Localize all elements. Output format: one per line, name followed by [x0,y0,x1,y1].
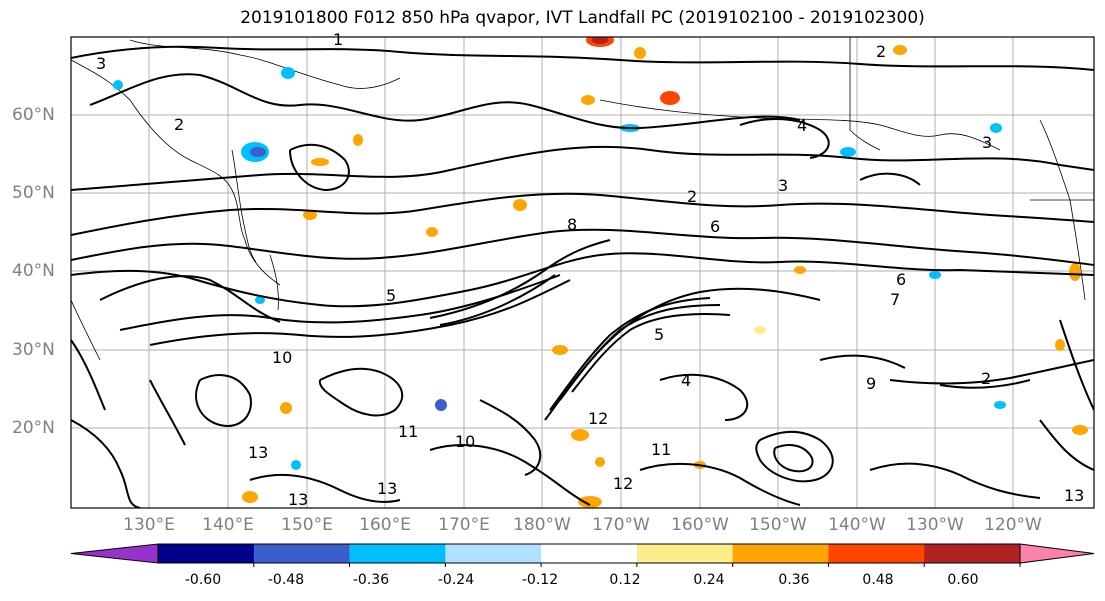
lon-label-160w: 160°W [671,515,729,535]
contour-label: 1 [333,30,343,49]
colorbar-extend-high [1019,543,1095,564]
map-content [71,37,1094,508]
lon-label-140w: 140°W [828,515,886,535]
contour-label: 3 [982,133,992,152]
colorbar-tick-label: 0.48 [862,572,894,588]
anomaly-shading [113,37,1088,508]
lat-label-20n: 20°N [12,418,55,438]
colorbar-tick-label: -0.12 [521,572,559,588]
lon-label-180w: 180°W [513,515,571,535]
colorbar-segment [349,544,446,563]
contour-label: 10 [455,432,475,451]
colorbar-tick-label: 0.36 [778,572,810,588]
gridlines [71,37,1094,508]
contour-label: 9 [866,374,876,393]
colorbar-segment [924,544,1021,563]
contour-label-group: 1 3 2 4 3 2 2 3 6 8 5 10 12 11 10 13 13 … [96,30,1084,509]
contour-label: 8 [567,215,577,234]
contour-lines [71,45,1094,508]
lat-label-50n: 50°N [12,183,55,203]
contour-label: 13 [377,479,397,498]
lon-label-170w: 170°W [592,515,650,535]
contour-label: 10 [272,348,292,367]
lon-label-130e: 130°E [123,515,175,535]
lon-label-150w: 150°W [749,515,807,535]
contour-label: 4 [681,371,691,390]
lat-label-60n: 60°N [12,105,55,125]
plot-frame [70,36,1095,509]
contour-label: 12 [613,474,633,493]
colorbar-segment [445,544,542,563]
colorbar-segment [541,544,638,563]
colorbar-tick-label: -0.36 [352,572,390,588]
colorbar-segment [158,544,255,563]
colorbar-ticks [253,563,1021,567]
lon-label-170e: 170°E [438,515,490,535]
contour-label: 7 [890,290,900,309]
colorbar-segments [70,543,1095,564]
colorbar-tick-label: -0.24 [437,572,475,588]
lat-label-40n: 40°N [12,261,55,281]
colorbar-tick-label: 0.60 [947,572,979,588]
map-title: 2019101800 F012 850 hPa qvapor, IVT Land… [240,8,925,28]
colorbar-extend-low [70,543,159,564]
colorbar-segment [636,544,734,563]
contour-label: 6 [896,270,906,289]
contour-label: 13 [1064,486,1084,505]
contour-label: 2 [687,187,697,206]
lon-label-130w: 130°W [906,515,964,535]
contour-label: 4 [797,116,807,135]
contour-label: 13 [288,490,308,509]
contour-label: 3 [778,176,788,195]
contour-label: 11 [651,440,671,459]
colorbar-segment [732,544,829,563]
contour-label: 2 [876,42,886,61]
colorbar-tick-label: -0.48 [267,572,305,588]
contour-label: 5 [654,325,664,344]
lon-label-120w: 120°W [984,515,1042,535]
contour-label: 2 [174,115,184,134]
colorbar-segment [253,544,351,563]
colorbar-tick-label: -0.60 [184,572,222,588]
lon-label-140e: 140°E [202,515,254,535]
lon-label-160e: 160°E [359,515,411,535]
contour-label: 13 [248,443,268,462]
contour-label: 3 [96,54,106,73]
colorbar-tick-label: 0.12 [609,572,641,588]
contour-label: 12 [588,409,608,428]
lon-label-150e: 150°E [281,515,333,535]
contour-label: 11 [398,422,418,441]
lat-label-30n: 30°N [12,340,55,360]
colorbar-segment [828,544,925,563]
colorbar-tick-label: 0.24 [693,572,725,588]
colorbar-frame [157,543,1021,564]
contour-label: 6 [710,217,720,236]
contour-label: 5 [386,286,396,305]
contour-label: 2 [981,369,991,388]
